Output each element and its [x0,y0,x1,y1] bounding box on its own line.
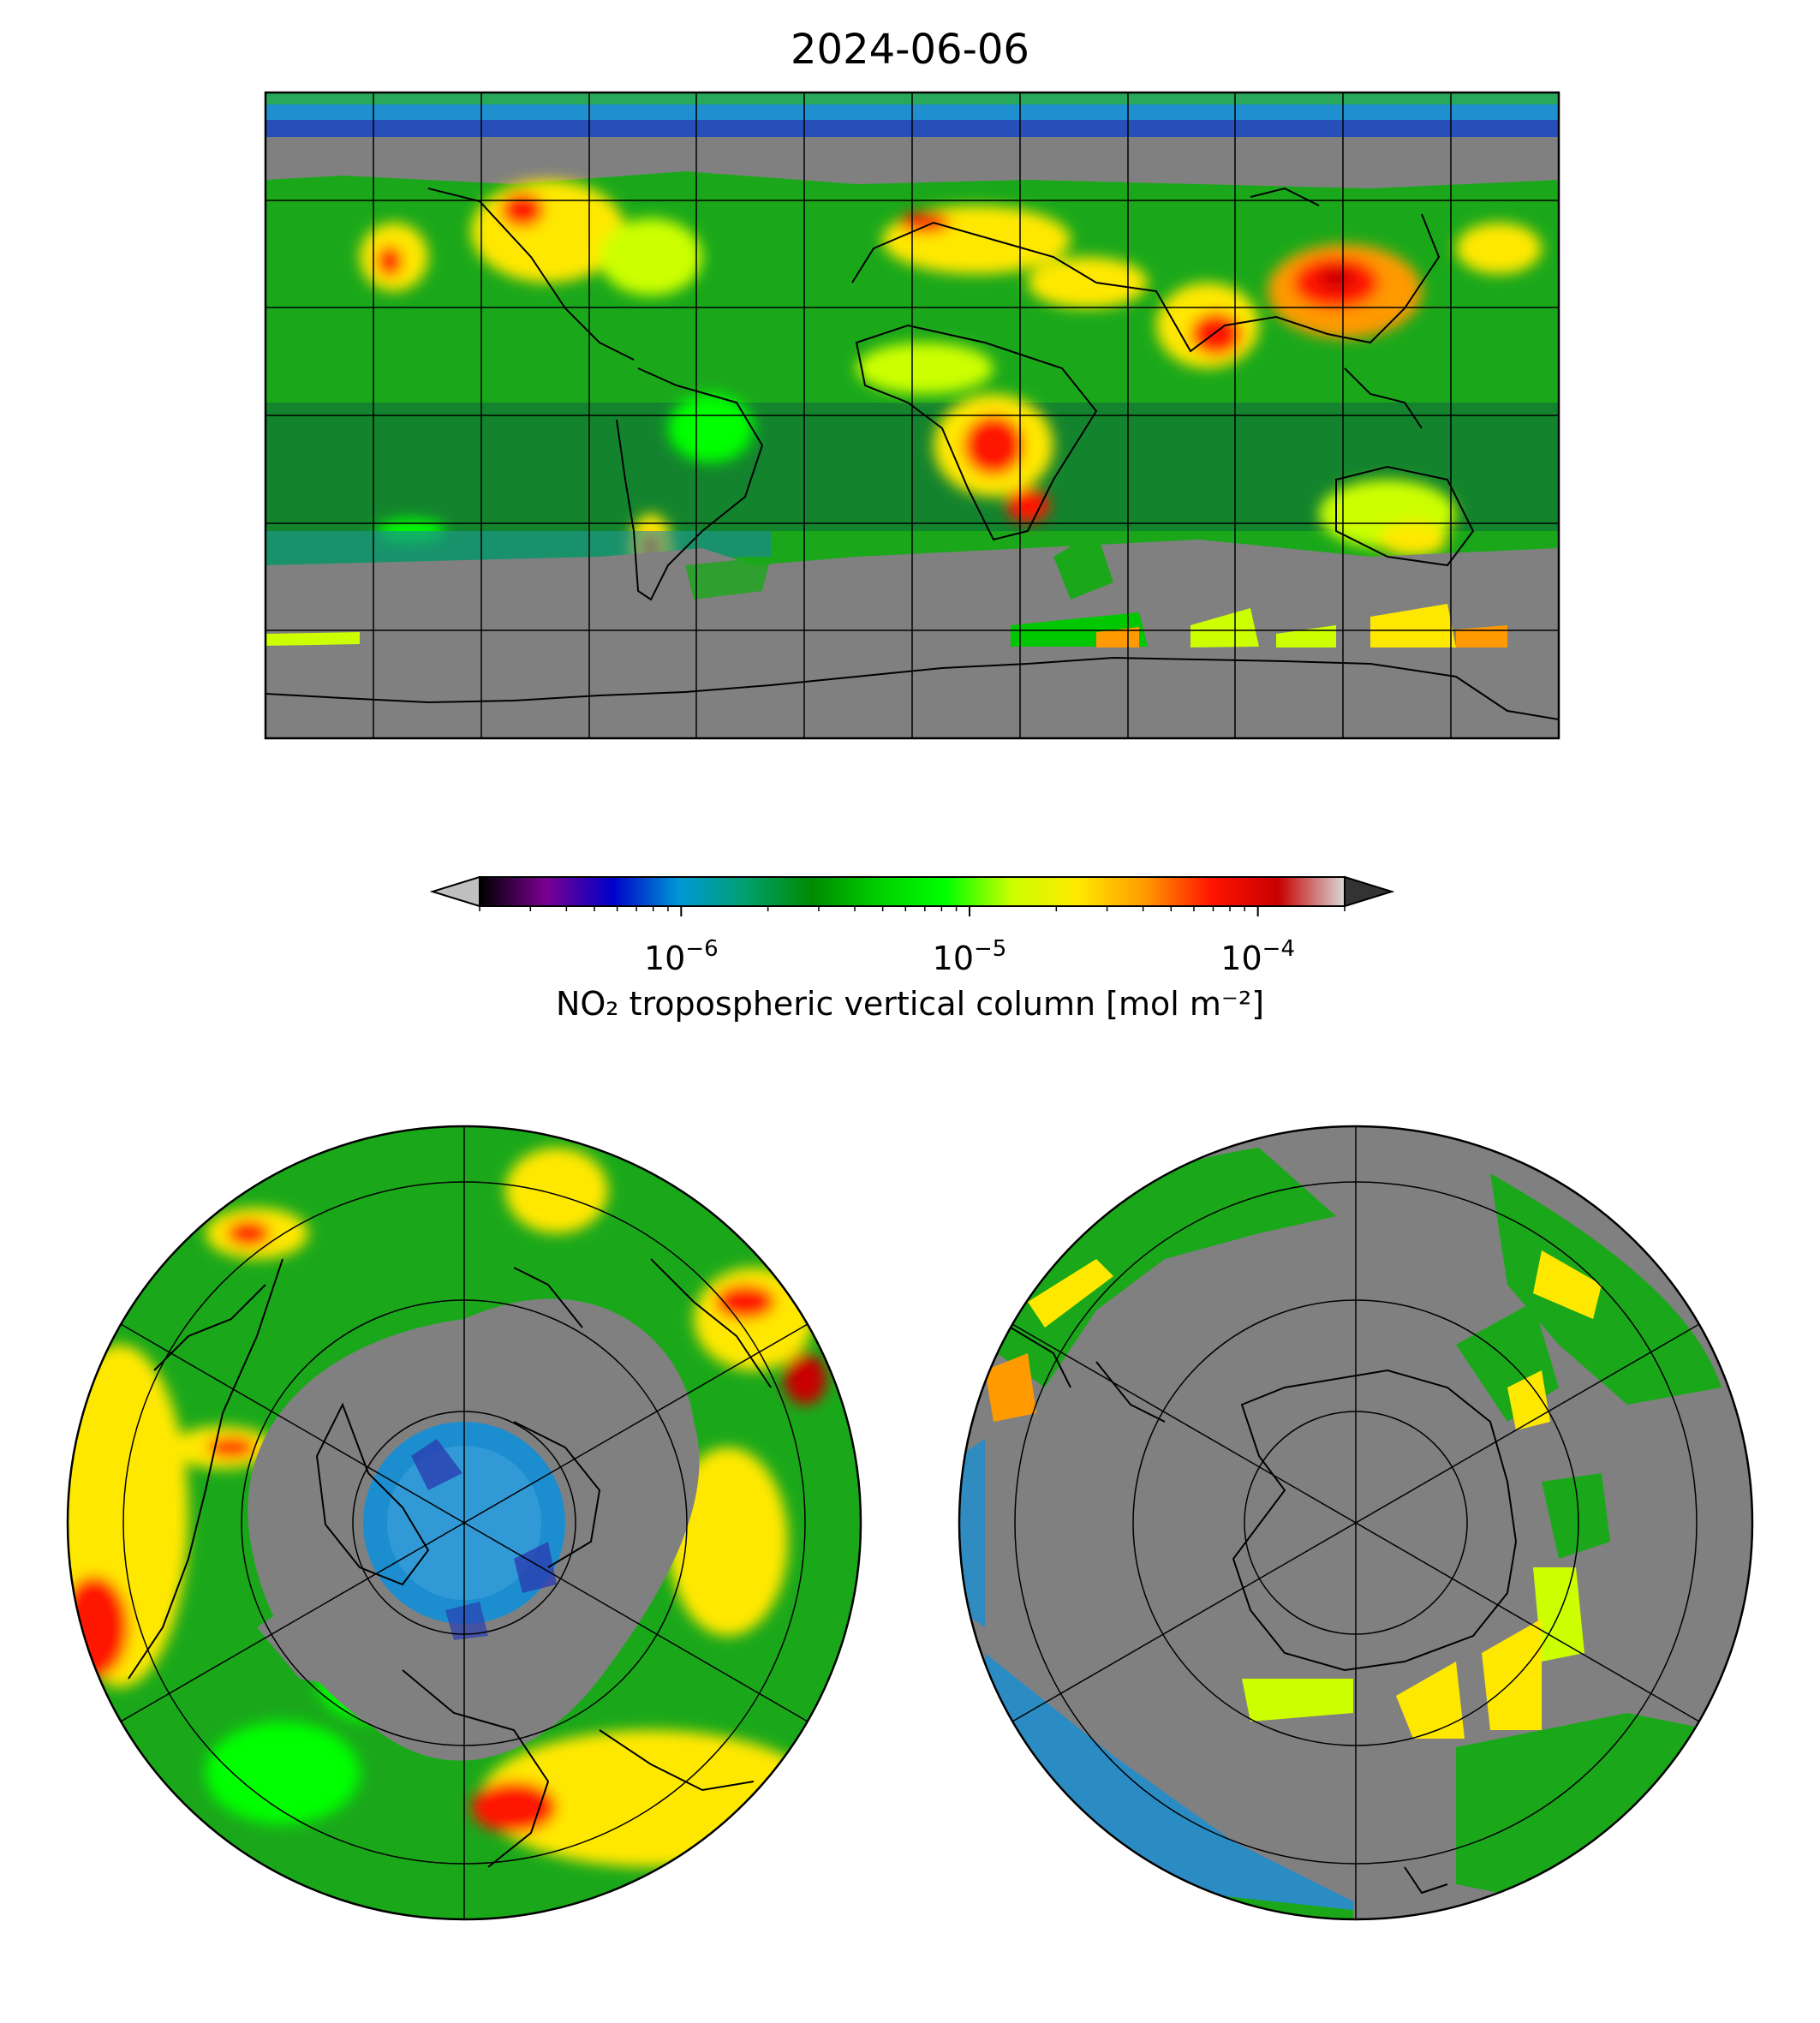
svg-text:10−4: 10−4 [1220,936,1295,977]
colorbar-over-extension [1344,875,1395,908]
global-graticule [266,92,1559,738]
colorbar-tick-label-1: 10−6 [644,936,719,977]
south-polar-frame [958,1125,1754,1921]
north-polar-panel [66,1125,862,1921]
colorbar-label: NO₂ tropospheric vertical column [mol m⁻… [555,985,1265,1023]
svg-text:10−6: 10−6 [644,936,719,977]
colorbar-gradient [480,877,1345,906]
tick-exponent: −6 [685,936,718,962]
tick-base: 10 [933,940,974,977]
colorbar-frame [479,876,1346,907]
colorbar: 10−6 10−5 10−4 [429,875,1395,977]
colorbar-tick-label-3: 10−4 [1220,936,1295,977]
global-coastlines [266,187,1559,720]
global-map-panel [264,91,1560,740]
figure-title: 2024-06-06 [791,26,1029,74]
svg-text:10−5: 10−5 [933,936,1007,977]
tick-exponent: −5 [974,936,1006,962]
global-map-frame [264,91,1560,740]
north-polar-data-field [68,1126,826,1919]
north-polar-graticule [120,1126,809,1919]
tick-exponent: −4 [1262,936,1295,962]
south-polar-coastlines [1010,1327,1518,1895]
colorbar-under-extension [429,875,480,908]
colorbar-ticks [479,906,1346,916]
tick-base: 10 [1220,940,1262,977]
south-polar-panel [958,1125,1754,1921]
global-data-field [266,92,1559,738]
north-polar-coastlines [128,1258,772,1868]
north-polar-frame [66,1125,862,1921]
south-polar-graticule [1011,1126,1700,1919]
colorbar-tick-label-2: 10−5 [933,936,1007,977]
tick-base: 10 [644,940,685,977]
